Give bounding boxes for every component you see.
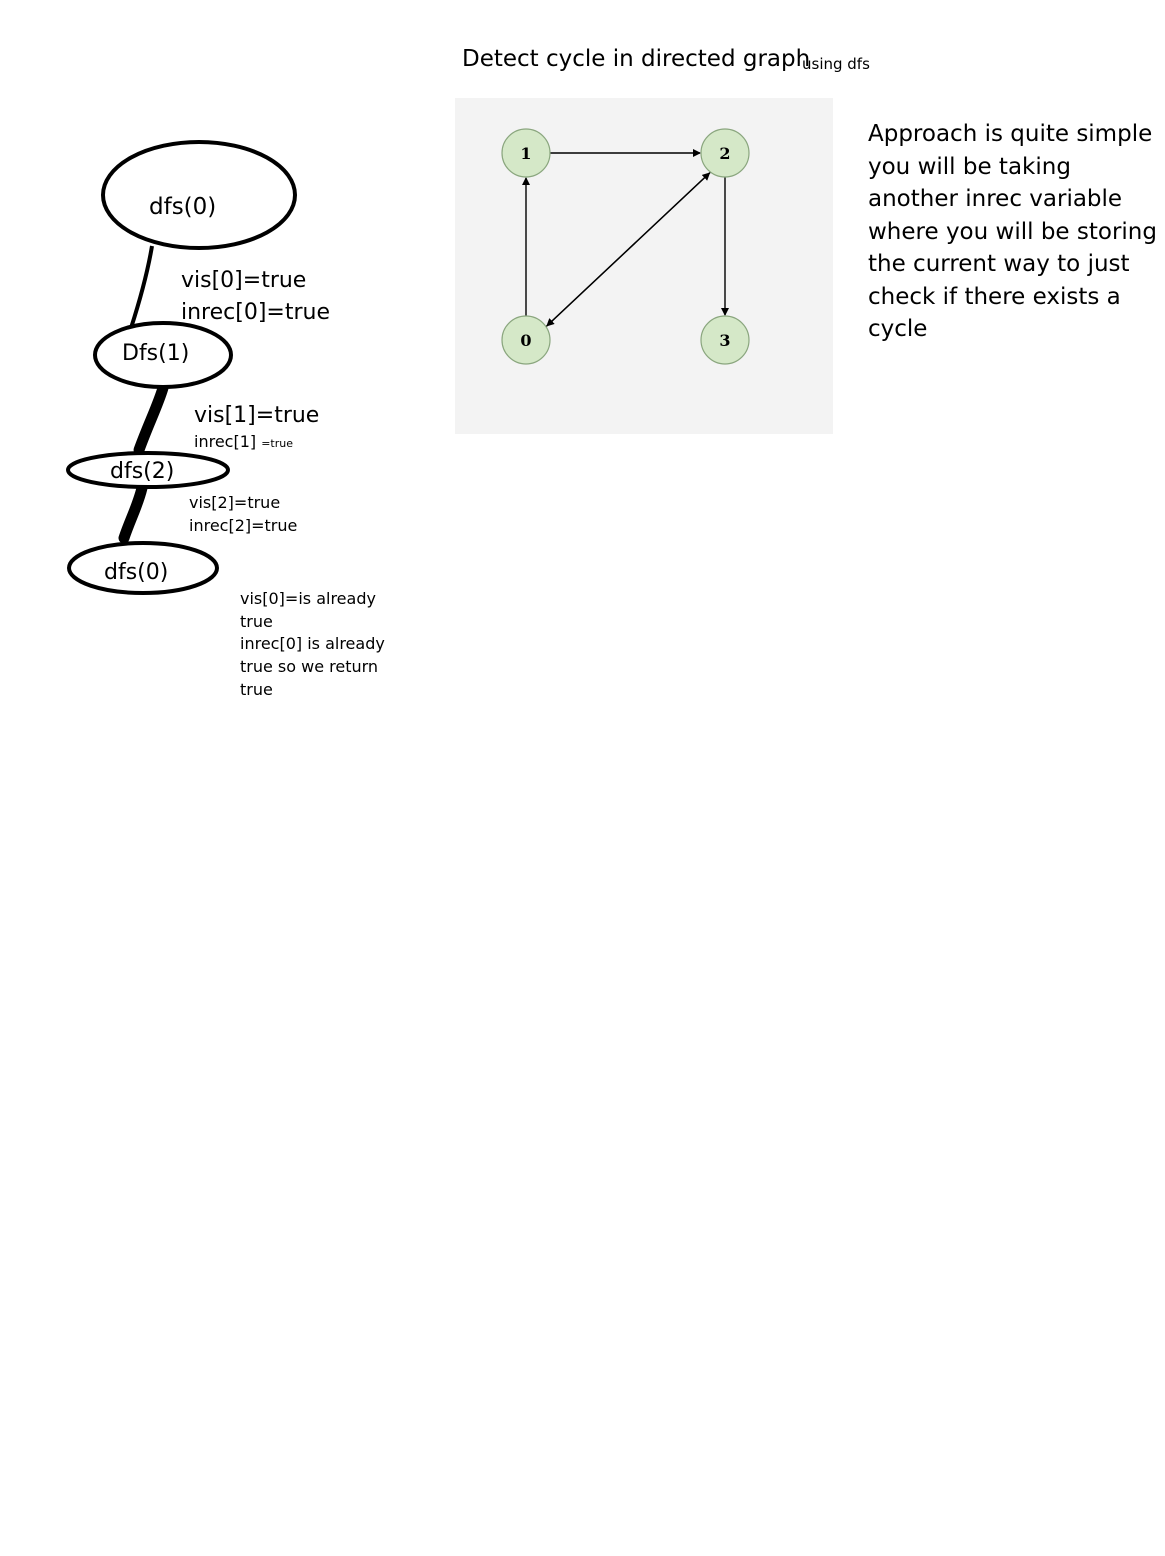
tree-connector-2: [133, 382, 169, 456]
annotation-inrec-1: inrec[1] =true: [194, 432, 293, 451]
annotation-inrec-2: inrec[2]=true: [189, 516, 298, 535]
page-subtitle: using dfs: [802, 55, 870, 73]
graph-node-2: [700, 128, 750, 178]
tree-node-label-4: dfs(0): [104, 560, 168, 585]
tree-node-ellipse-4: [67, 541, 219, 595]
tree-node-ellipse-2: [93, 321, 233, 389]
graph-node-0: [501, 315, 551, 365]
tree-connector-3: [118, 482, 148, 544]
graph-node-label-3: 3: [719, 331, 730, 350]
directed-graph: 1 2 0 3: [501, 128, 750, 365]
approach-description: Approach is quite simple you will be tak…: [868, 121, 1157, 342]
graph-edge-2-to-0: [546, 171, 711, 327]
graph-node-label-1: 1: [520, 144, 531, 163]
annotation-vis-1: vis[1]=true: [194, 403, 320, 428]
annotation-final-line-4: true so we return: [240, 657, 379, 676]
annotation-inrec-1-small: =true: [261, 437, 293, 450]
page-title: Detect cycle in directed graph: [462, 46, 811, 72]
tree-node-label-2: Dfs(1): [122, 341, 189, 366]
graph-node-label-2: 2: [719, 144, 730, 163]
annotation-final-line-5: true: [240, 680, 273, 699]
annotation-final-line-3: inrec[0] is already: [240, 634, 385, 653]
annotation-inrec-1-main: inrec[1]: [194, 432, 262, 451]
tree-connector-1: [129, 245, 154, 329]
graph-node-label-0: 0: [520, 331, 531, 350]
tree-node-label-3: dfs(2): [110, 459, 174, 484]
dfs-tree-diagram: dfs(0) Dfs(1) dfs(2) dfs(0): [66, 140, 297, 595]
graph-panel: 1 2 0 3: [455, 98, 833, 434]
annotation-vis-2: vis[2]=true: [189, 493, 281, 512]
annotation-final-line-2: true: [240, 612, 273, 631]
annotation-vis-0: vis[0]=true: [181, 268, 307, 293]
tree-node-ellipse-3: [66, 451, 230, 489]
graph-node-3: [700, 315, 750, 365]
annotation-inrec-0: inrec[0]=true: [181, 300, 330, 325]
annotation-final-line-1: vis[0]=is already: [240, 589, 376, 608]
tree-node-label-1: dfs(0): [149, 194, 216, 220]
graph-node-1: [501, 128, 551, 178]
tree-node-ellipse-1: [101, 140, 297, 250]
